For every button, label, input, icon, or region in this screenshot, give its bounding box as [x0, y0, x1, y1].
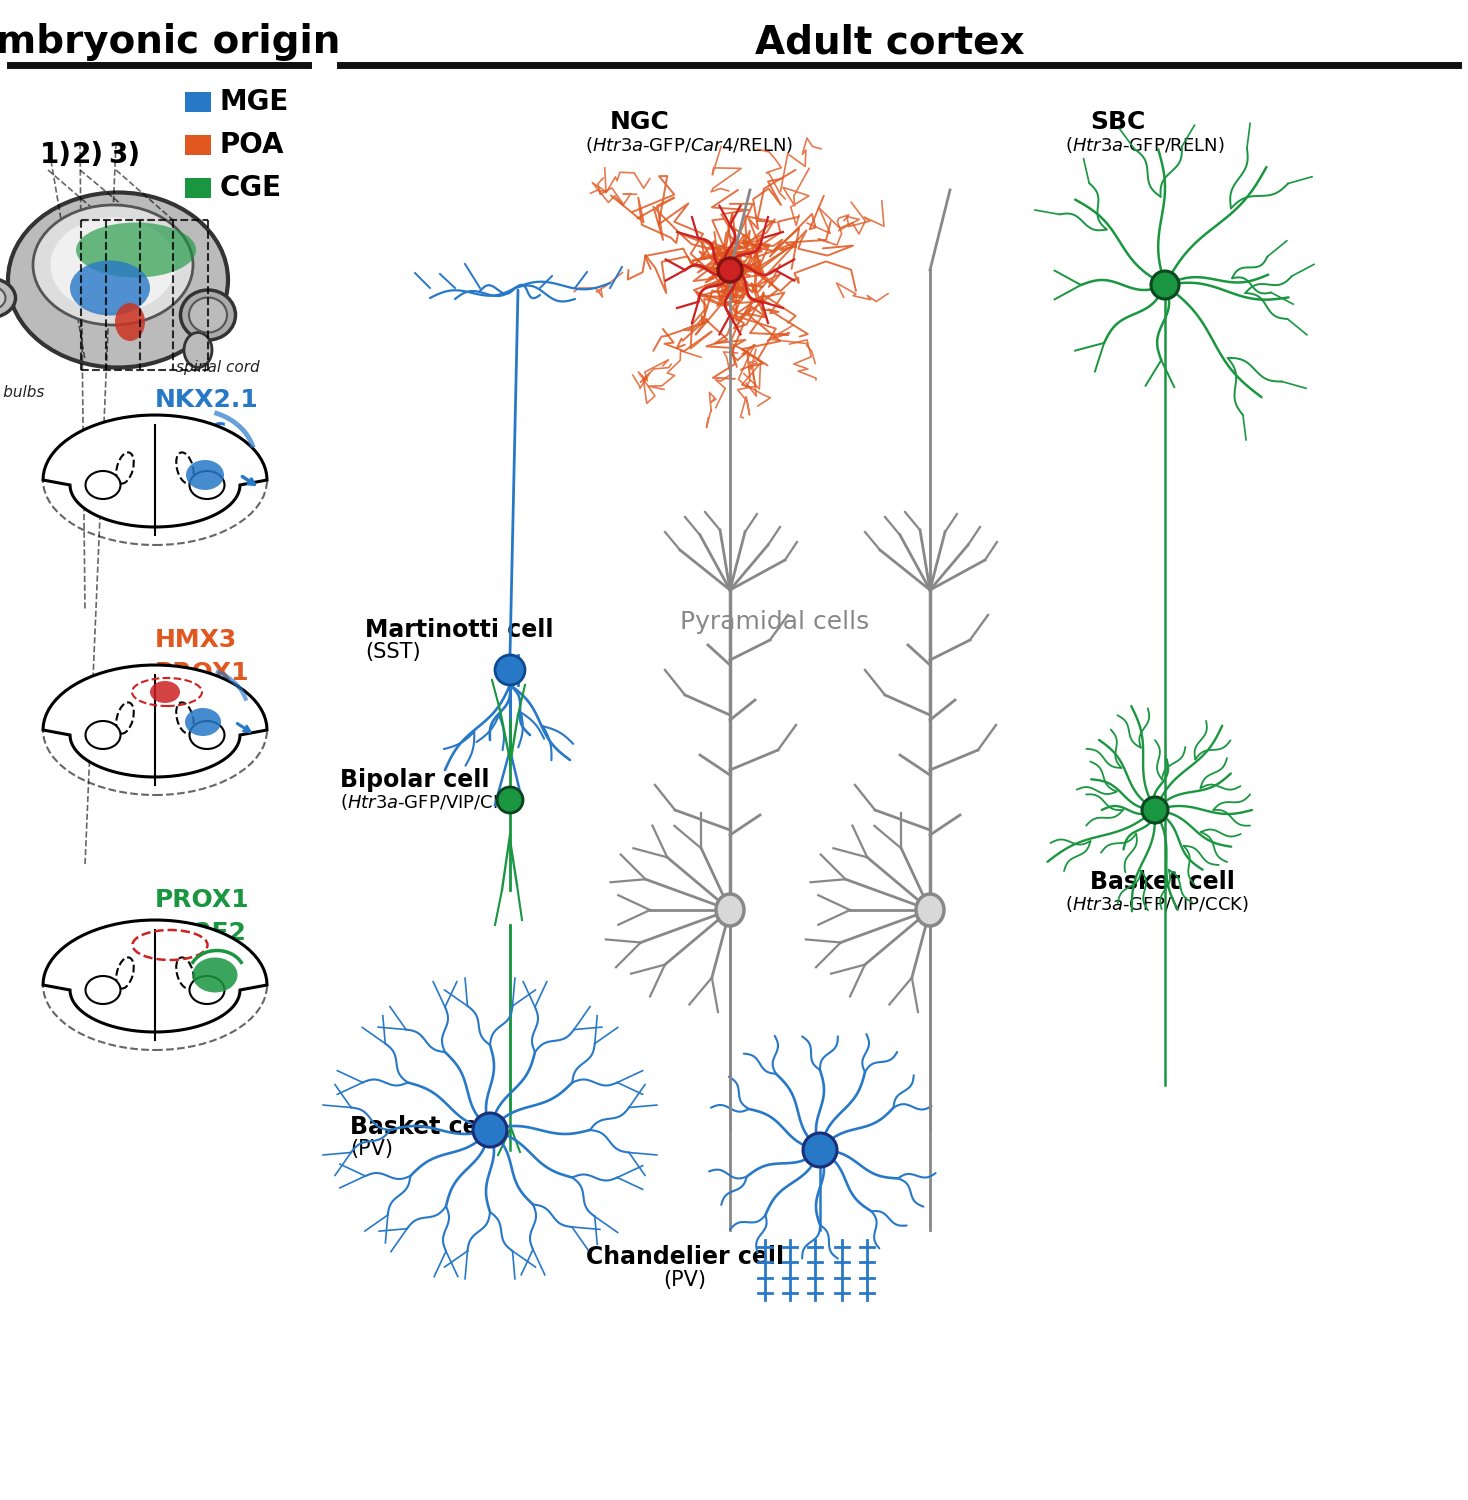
Ellipse shape	[189, 976, 225, 1004]
Circle shape	[1151, 272, 1179, 298]
Text: Martinotti cell: Martinotti cell	[366, 618, 553, 642]
Ellipse shape	[150, 681, 181, 703]
Ellipse shape	[181, 290, 235, 340]
Text: ($Htr3a$-GFP/VIP/CCK): ($Htr3a$-GFP/VIP/CCK)	[1064, 894, 1249, 914]
Ellipse shape	[189, 471, 225, 500]
Text: ($Htr3a$-GFP/RELN): ($Htr3a$-GFP/RELN)	[1064, 135, 1224, 154]
PathPatch shape	[43, 664, 267, 777]
Ellipse shape	[176, 453, 194, 483]
Ellipse shape	[184, 333, 211, 368]
Text: olfactory bulbs: olfactory bulbs	[0, 386, 44, 400]
Text: HMX3: HMX3	[156, 628, 238, 652]
Ellipse shape	[0, 278, 16, 318]
Text: LHX6: LHX6	[156, 422, 229, 446]
Ellipse shape	[32, 206, 192, 326]
Ellipse shape	[85, 976, 120, 1004]
PathPatch shape	[43, 920, 267, 1032]
Text: Basket cell: Basket cell	[1091, 870, 1235, 894]
Text: (PV): (PV)	[349, 1138, 393, 1160]
Circle shape	[803, 1132, 837, 1167]
Bar	[185, 135, 211, 154]
Bar	[185, 92, 211, 112]
Text: Adult cortex: Adult cortex	[755, 22, 1025, 62]
Text: SP8: SP8	[156, 954, 208, 978]
Text: 2): 2)	[72, 141, 104, 170]
Ellipse shape	[116, 453, 134, 483]
Ellipse shape	[76, 222, 197, 278]
Text: PROX1: PROX1	[156, 662, 250, 686]
Ellipse shape	[192, 957, 238, 993]
Ellipse shape	[116, 957, 134, 988]
Text: NKX2.1: NKX2.1	[156, 388, 258, 412]
Bar	[185, 178, 211, 198]
Text: spinal cord: spinal cord	[176, 360, 260, 375]
Text: NR2F2: NR2F2	[156, 921, 247, 945]
Ellipse shape	[115, 303, 145, 340]
Circle shape	[473, 1113, 506, 1148]
Text: POA: POA	[220, 130, 285, 159]
Ellipse shape	[716, 894, 744, 926]
Text: SOX6: SOX6	[156, 454, 230, 478]
Text: Chandelier cell: Chandelier cell	[586, 1245, 784, 1269]
Text: Basket cell: Basket cell	[349, 1114, 495, 1138]
Text: NR2F2: NR2F2	[156, 694, 247, 718]
Text: ($Htr3a$-GFP/$Car4$/RELN): ($Htr3a$-GFP/$Car4$/RELN)	[586, 135, 793, 154]
Ellipse shape	[916, 894, 944, 926]
Ellipse shape	[116, 702, 134, 734]
Circle shape	[495, 656, 526, 686]
Ellipse shape	[50, 217, 176, 312]
Text: NGC: NGC	[611, 110, 669, 134]
Ellipse shape	[0, 285, 6, 310]
Text: 1): 1)	[40, 141, 72, 170]
Ellipse shape	[85, 471, 120, 500]
Ellipse shape	[85, 722, 120, 748]
Text: Embryonic origin: Embryonic origin	[0, 22, 341, 62]
Ellipse shape	[7, 192, 228, 368]
Circle shape	[718, 258, 741, 282]
Text: Pyramidal cells: Pyramidal cells	[680, 610, 869, 634]
Text: 3): 3)	[109, 141, 139, 170]
Text: SBC: SBC	[1091, 110, 1145, 134]
Text: (PV): (PV)	[664, 1270, 706, 1290]
Circle shape	[498, 788, 523, 813]
Text: MGE: MGE	[220, 88, 289, 116]
Ellipse shape	[70, 261, 150, 315]
PathPatch shape	[43, 416, 267, 526]
Text: Bipolar cell: Bipolar cell	[341, 768, 489, 792]
Ellipse shape	[176, 702, 194, 734]
Ellipse shape	[185, 708, 222, 736]
Text: PROX1: PROX1	[156, 888, 250, 912]
Circle shape	[1142, 796, 1169, 824]
Ellipse shape	[186, 460, 225, 490]
Ellipse shape	[176, 957, 194, 988]
Text: CGE: CGE	[220, 174, 282, 202]
Ellipse shape	[189, 297, 228, 333]
Text: ($Htr3a$-GFP/VIP/CR): ($Htr3a$-GFP/VIP/CR)	[341, 792, 512, 812]
Text: (SST): (SST)	[366, 642, 421, 662]
Ellipse shape	[189, 722, 225, 748]
